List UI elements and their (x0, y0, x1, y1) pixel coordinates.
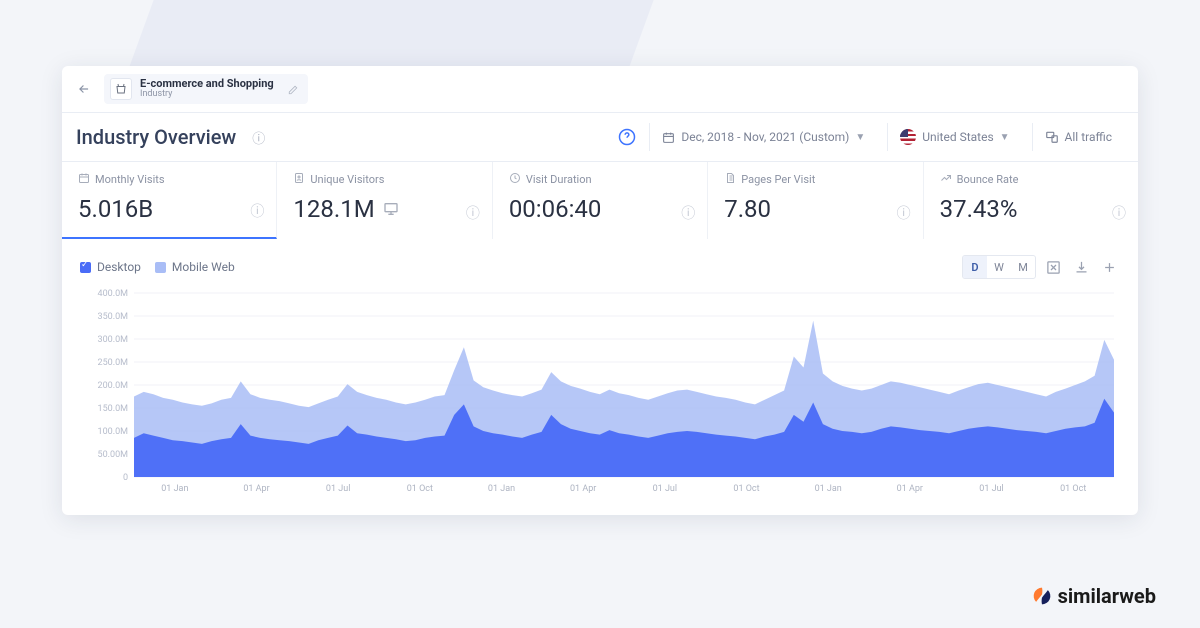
metric-label: Visit Duration (526, 173, 592, 186)
info-icon[interactable]: ⓘ (681, 203, 695, 223)
legend-desktop[interactable]: Desktop (80, 260, 141, 274)
edit-icon[interactable] (288, 80, 298, 99)
user-icon (293, 172, 305, 187)
chart-controls: Desktop Mobile Web DWM (62, 239, 1138, 283)
clock-icon (509, 172, 521, 187)
help-button[interactable] (615, 125, 639, 149)
metric-label: Monthly Visits (95, 173, 165, 186)
add-button[interactable] (1098, 256, 1120, 278)
info-icon[interactable]: ⓘ (1112, 203, 1126, 223)
legend-desktop-label: Desktop (97, 260, 141, 274)
metric-value: 00:06:40 (509, 195, 602, 223)
svg-text:200.0M: 200.0M (98, 381, 129, 391)
svg-text:01 Oct: 01 Oct (1060, 484, 1086, 494)
granularity-w[interactable]: W (987, 256, 1011, 278)
checkbox-icon (155, 262, 166, 273)
industry-chip[interactable]: E-commerce and Shopping Industry (104, 74, 308, 104)
page-title: Industry Overview (76, 125, 236, 149)
chevron-down-icon: ▼ (855, 132, 865, 143)
checkbox-icon (80, 262, 91, 273)
metric-value: 7.80 (724, 195, 771, 223)
brand-text: similarweb (1058, 584, 1156, 608)
country-label: United States (922, 130, 993, 144)
svg-text:250.0M: 250.0M (98, 358, 129, 368)
bounce-icon (940, 172, 952, 187)
calendar-icon (78, 172, 90, 187)
logo-mark-icon (1032, 586, 1052, 606)
info-icon[interactable]: ⓘ (466, 203, 480, 223)
svg-text:01 Oct: 01 Oct (733, 484, 759, 494)
similarweb-logo: similarweb (1032, 584, 1156, 608)
metric-label: Bounce Rate (957, 173, 1019, 186)
export-excel-button[interactable] (1042, 256, 1064, 278)
svg-text:01 Apr: 01 Apr (243, 484, 269, 494)
svg-text:01 Jan: 01 Jan (161, 484, 188, 494)
chart-container: 0 50.00M 100.0M 150.0M 200.0M 250.0M 300.0M 350… (62, 283, 1138, 515)
svg-text:300.0M: 300.0M (98, 335, 129, 345)
metric-bounce-rate[interactable]: Bounce Rate 37.43% ⓘ (924, 162, 1138, 239)
traffic-filter-label: All traffic (1065, 130, 1112, 144)
svg-text:400.0M: 400.0M (98, 289, 129, 299)
download-button[interactable] (1070, 256, 1092, 278)
svg-text:0: 0 (123, 473, 128, 483)
shopping-icon (110, 78, 132, 100)
legend-mobile-label: Mobile Web (172, 260, 235, 274)
chevron-down-icon: ▼ (1000, 132, 1010, 143)
metric-pages-per-visit[interactable]: Pages Per Visit 7.80 ⓘ (708, 162, 923, 239)
back-button[interactable] (72, 77, 96, 101)
svg-text:100.0M: 100.0M (98, 427, 129, 437)
metric-monthly-visits[interactable]: Monthly Visits 5.016B ⓘ (62, 162, 277, 239)
metric-visit-duration[interactable]: Visit Duration 00:06:40 ⓘ (493, 162, 708, 239)
metric-value: 37.43% (940, 195, 1018, 223)
info-icon[interactable]: ⓘ (250, 201, 264, 221)
svg-text:01 Oct: 01 Oct (407, 484, 433, 494)
country-picker[interactable]: United States ▼ (887, 123, 1021, 151)
granularity-m[interactable]: M (1011, 256, 1035, 278)
metric-value: 128.1M (293, 195, 374, 223)
traffic-filter[interactable]: All traffic (1032, 123, 1124, 151)
legend-mobile[interactable]: Mobile Web (155, 260, 235, 274)
svg-text:01 Apr: 01 Apr (897, 484, 923, 494)
svg-text:01 Jul: 01 Jul (979, 484, 1003, 494)
header-row: Industry Overview ⓘ Dec, 2018 - Nov, 202… (62, 113, 1138, 162)
svg-text:01 Jul: 01 Jul (653, 484, 677, 494)
title-info-icon[interactable]: ⓘ (252, 128, 265, 147)
metrics-row: Monthly Visits 5.016B ⓘ Unique Visitors 128.… (62, 162, 1138, 239)
desktop-icon (383, 195, 399, 223)
traffic-area-chart: 0 50.00M 100.0M 150.0M 200.0M 250.0M 300.0M 350… (80, 287, 1120, 497)
info-icon[interactable]: ⓘ (897, 203, 911, 223)
svg-text:350.0M: 350.0M (98, 312, 129, 322)
granularity-group: DWM (962, 255, 1036, 279)
svg-text:150.0M: 150.0M (98, 404, 129, 414)
date-range-picker[interactable]: Dec, 2018 - Nov, 2021 (Custom) ▼ (649, 123, 877, 151)
breadcrumb-row: E-commerce and Shopping Industry (62, 66, 1138, 113)
metric-label: Pages Per Visit (741, 173, 815, 186)
pages-icon (724, 172, 736, 187)
metric-value: 5.016B (78, 195, 153, 223)
date-range-label: Dec, 2018 - Nov, 2021 (Custom) (681, 130, 849, 144)
svg-text:01 Apr: 01 Apr (570, 484, 596, 494)
metric-unique-visitors[interactable]: Unique Visitors 128.1M ⓘ (277, 162, 492, 239)
svg-text:01 Jan: 01 Jan (488, 484, 515, 494)
breadcrumb-subtitle: Industry (140, 90, 274, 100)
granularity-d[interactable]: D (963, 256, 987, 278)
metric-label: Unique Visitors (310, 173, 384, 186)
dashboard-panel: E-commerce and Shopping Industry Industr… (62, 66, 1138, 515)
svg-text:01 Jul: 01 Jul (326, 484, 350, 494)
svg-text:50.00M: 50.00M (98, 450, 129, 460)
svg-text:01 Jan: 01 Jan (815, 484, 842, 494)
us-flag-icon (900, 129, 916, 145)
